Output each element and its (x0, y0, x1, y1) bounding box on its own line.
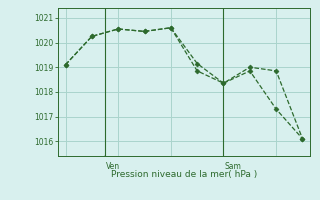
Text: Ven: Ven (106, 162, 120, 171)
X-axis label: Pression niveau de la mer( hPa ): Pression niveau de la mer( hPa ) (111, 170, 257, 179)
Text: Sam: Sam (225, 162, 242, 171)
